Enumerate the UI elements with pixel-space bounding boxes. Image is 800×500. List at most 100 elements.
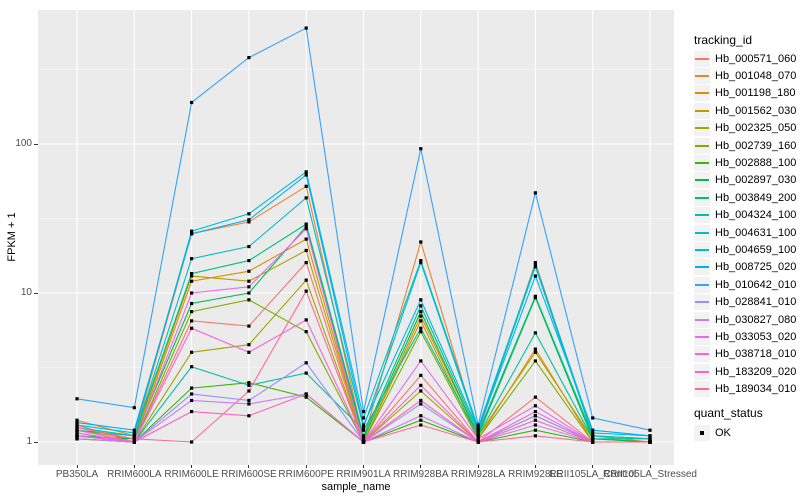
data-point xyxy=(419,326,423,330)
data-point xyxy=(190,398,194,403)
legend-entry-Hb_030827_080: Hb_030827_080 xyxy=(694,311,796,328)
legend-entry-Hb_028841_010: Hb_028841_010 xyxy=(694,294,796,311)
data-point xyxy=(75,437,79,441)
data-point xyxy=(247,218,251,222)
data-point xyxy=(75,418,79,422)
data-point xyxy=(190,232,194,236)
data-point xyxy=(476,423,480,427)
data-point xyxy=(247,381,251,385)
data-point xyxy=(533,395,537,399)
legend-key-box xyxy=(694,120,710,137)
data-point xyxy=(533,274,537,278)
data-point xyxy=(304,278,308,282)
x-tick-mark xyxy=(248,465,250,468)
legend-entry-Hb_189034_010: Hb_189034_010 xyxy=(694,381,796,398)
data-point xyxy=(361,428,366,432)
legend-key-box xyxy=(694,137,710,154)
data-point xyxy=(419,383,423,387)
data-point xyxy=(419,389,423,393)
legend-entry-label: Hb_008725_020 xyxy=(715,261,797,274)
data-point xyxy=(304,184,308,188)
y-tick-mark xyxy=(34,143,38,145)
data-point xyxy=(75,420,79,425)
legend-entry-Hb_002739_160: Hb_002739_160 xyxy=(694,137,796,154)
data-point xyxy=(190,100,194,105)
data-point xyxy=(304,173,308,177)
data-point xyxy=(533,265,537,269)
x-tick-mark xyxy=(592,465,594,468)
data-point xyxy=(132,437,136,441)
legend-key-line-icon xyxy=(695,353,709,356)
data-point xyxy=(132,434,136,438)
data-point xyxy=(304,318,308,322)
legend-key-box xyxy=(694,67,710,84)
legend-key-box xyxy=(694,154,710,171)
data-point xyxy=(190,301,194,306)
x-tick-label: RRIM901LA xyxy=(336,469,391,480)
data-point xyxy=(533,434,537,438)
x-tick-mark xyxy=(305,465,307,468)
x-tick-mark xyxy=(363,465,364,468)
legend-key-box xyxy=(694,311,710,328)
data-point xyxy=(361,416,366,420)
legend-entry-label: Hb_189034_010 xyxy=(715,383,797,396)
data-point xyxy=(304,196,308,200)
legend-key-box xyxy=(694,50,710,67)
legend-key-line-icon xyxy=(695,283,709,286)
legend-entry-label: Hb_003849_200 xyxy=(715,191,797,204)
data-point xyxy=(591,437,595,441)
legend-entry-label: Hb_001198_180 xyxy=(715,87,796,100)
data-point xyxy=(419,418,423,422)
legend-key-line-icon xyxy=(695,109,709,112)
data-point xyxy=(533,418,537,422)
legend-key-box xyxy=(694,363,710,380)
data-point xyxy=(419,260,423,265)
legend-entry-label: Hb_002888_100 xyxy=(715,156,797,169)
data-point xyxy=(75,431,79,435)
data-point xyxy=(648,428,652,432)
data-point xyxy=(533,331,537,335)
data-point xyxy=(247,244,251,249)
data-point xyxy=(190,326,194,330)
data-point xyxy=(304,170,308,174)
legend-entry-label: Hb_004631_100 xyxy=(715,226,797,239)
data-point xyxy=(247,258,251,263)
data-point xyxy=(476,428,480,432)
data-point xyxy=(476,425,480,430)
legend-entry-quant-ok: OK xyxy=(694,424,731,441)
data-point xyxy=(419,298,423,302)
legend-entry-label: Hb_028841_010 xyxy=(715,296,797,309)
data-point xyxy=(533,263,537,267)
data-point xyxy=(247,414,251,418)
legend-entry-label: Hb_001048_070 xyxy=(715,69,797,82)
legend-key-box xyxy=(694,224,710,241)
data-point xyxy=(247,56,251,60)
data-point xyxy=(591,434,595,438)
data-point xyxy=(190,319,194,323)
data-point xyxy=(591,416,595,420)
data-point xyxy=(190,291,194,295)
legend-entry-label: Hb_002739_160 xyxy=(715,139,797,152)
legend-entry-label: OK xyxy=(715,426,731,439)
legend-key-box xyxy=(694,102,710,119)
legend-key-line-icon xyxy=(695,231,709,234)
legend-key-line-icon xyxy=(695,335,709,338)
legend-key-box xyxy=(694,189,710,206)
data-point xyxy=(247,343,251,347)
data-point xyxy=(304,248,308,253)
x-axis-title: sample_name xyxy=(321,481,391,493)
legend-title-tracking-id: tracking_id xyxy=(694,33,753,47)
x-tick-label: RRII105LA_Control xyxy=(549,469,637,480)
legend-key-box xyxy=(694,328,710,345)
data-point xyxy=(247,220,251,224)
data-point xyxy=(75,428,79,432)
data-point xyxy=(247,389,251,393)
data-point xyxy=(247,298,251,302)
x-tick-mark xyxy=(649,465,651,468)
legend-key-line-icon xyxy=(695,301,709,304)
y-axis-title: FPKM + 1 xyxy=(6,212,18,262)
legend-entry-label: Hb_033053_020 xyxy=(715,330,797,343)
legend-entry-label: Hb_183209_020 xyxy=(715,365,797,378)
data-point xyxy=(132,440,136,444)
